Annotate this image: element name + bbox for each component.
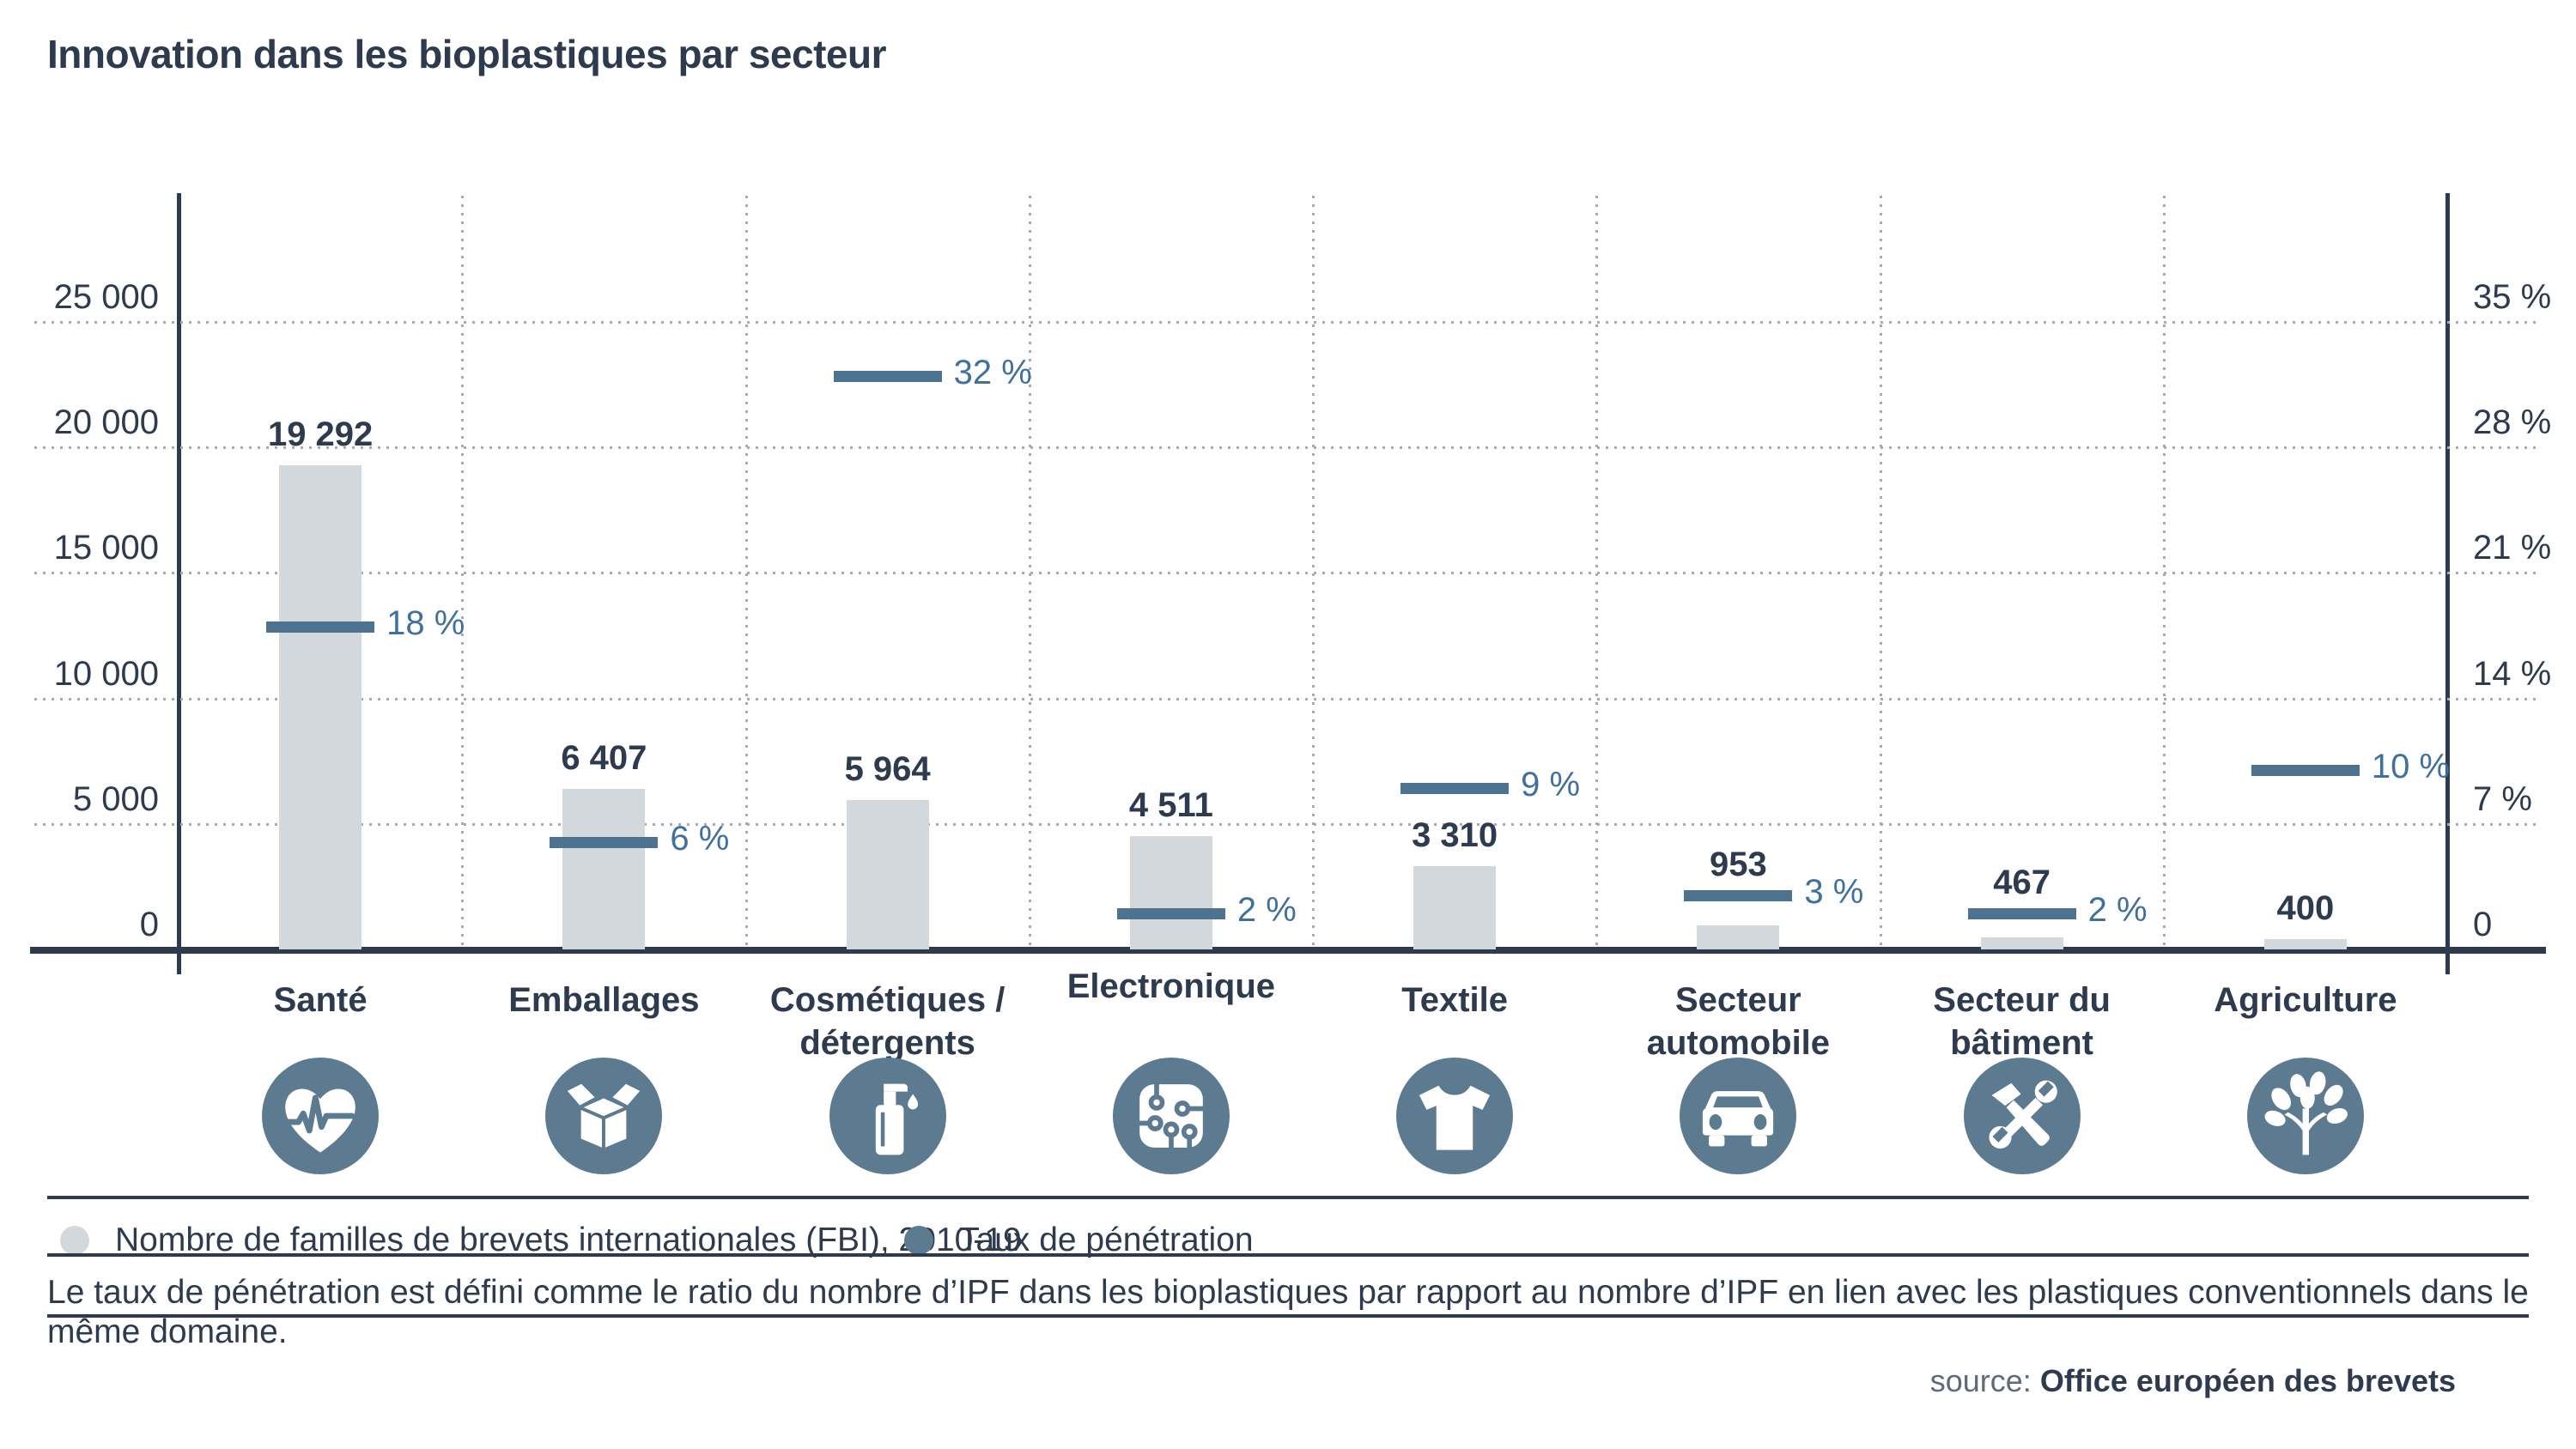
legend-item-fbi: Nombre de familles de brevets internatio… [60,1222,1022,1258]
category-label: Agriculture [2214,981,2397,1019]
car-icon [1680,1058,1797,1174]
bar-value-label: 467 [1993,864,2050,902]
legend-label-fbi: Nombre de familles de brevets internatio… [115,1222,1022,1258]
source-line: source: Office européen des brevets [1930,1363,2456,1399]
bar [562,788,646,949]
gridline-v [1595,196,1598,949]
circuit-board-icon [1112,1058,1230,1174]
left-axis-tick: 10 000 [53,654,159,693]
gridline-h [34,446,2542,450]
bar [846,799,929,949]
penetration-label: 2 % [1236,891,1297,930]
divider-top [47,1196,2529,1199]
legend-label-penetration: Taux de pénétration [959,1222,1254,1258]
bar [1980,937,2063,949]
penetration-label: 32 % [953,353,1032,391]
gridline-h [34,321,2542,324]
tshirt-icon [1396,1058,1514,1174]
left-axis-tick: 5 000 [72,779,159,818]
bar-value-label: 19 292 [267,415,374,453]
heart-pulse-icon [262,1058,380,1174]
hammer-wrench-icon [1963,1058,2081,1174]
gridline-v [1312,196,1315,949]
penetration-marker [550,836,659,848]
right-axis-tick: 35 % [2473,278,2552,316]
bar-value-label: 3 310 [1412,816,1498,855]
left-axis-tick: 0 [139,906,159,943]
bar [279,464,362,949]
left-axis-tick: 25 000 [53,278,159,316]
category-label: Secteur automobile [1646,981,1831,1062]
bar-value-label: 4 511 [1128,786,1213,825]
right-axis-line [2445,193,2450,974]
left-axis-tick: 20 000 [53,403,159,442]
category-label: Santé [273,981,368,1019]
penetration-label: 9 % [1521,766,1581,804]
left-axis-line [177,193,181,974]
gridline-h [34,572,2542,575]
baseline [30,947,2546,954]
bar [1697,925,1780,949]
bar-value-label: 6 407 [561,738,647,777]
penetration-marker [1116,908,1225,920]
bar [2263,939,2347,949]
tree-icon [2246,1058,2364,1174]
bar-value-label: 5 964 [844,749,931,788]
gridline-v [1029,196,1031,949]
penetration-marker [1400,783,1510,795]
bar [1129,836,1212,949]
right-axis-tick: 7 % [2473,779,2532,818]
penetration-label: 2 % [2087,891,2148,930]
category-label: Electronique [1066,967,1275,1005]
page-title: Innovation dans les bioplastiques par se… [47,32,886,76]
penetration-marker [2251,765,2360,777]
source-prefix: source: [1929,1363,2032,1398]
gridline-v [1880,196,1882,949]
pump-bottle-icon [829,1058,946,1174]
category-label: Secteur du bâtiment [1933,981,2111,1062]
divider-middle [47,1253,2529,1257]
penetration-marker [833,370,942,382]
penetration-label: 6 % [670,819,730,858]
legend-item-penetration: Taux de pénétration [904,1222,1254,1258]
gridline-h [34,822,2542,826]
right-axis-tick: 0 [2473,906,2493,943]
penetration-label: 10 % [2371,748,2451,786]
penetration-marker [1967,908,2076,920]
open-box-icon [545,1058,663,1174]
bar [1413,866,1497,949]
source-name: Office européen des brevets [2039,1363,2456,1398]
left-axis-tick: 15 000 [53,529,159,567]
bar-value-label: 953 [1710,846,1767,884]
gridline-v [461,196,464,949]
divider-bottom [47,1314,2529,1318]
bar-value-label: 400 [2276,889,2335,928]
right-axis-tick: 14 % [2473,654,2552,693]
penetration-marker [266,621,375,634]
category-label: Cosmétiques / détergents [769,981,1005,1062]
gridline-v [745,196,748,949]
category-label: Emballages [508,981,700,1019]
right-axis-tick: 28 % [2473,403,2552,442]
right-axis-tick: 21 % [2473,529,2552,567]
fbi-dot-icon [60,1226,89,1255]
penetration-label: 3 % [1804,873,1864,912]
gridline-v [2163,196,2166,949]
penetration-label: 18 % [386,604,465,643]
footnote-text: Le taux de pénétration est défini comme … [47,1274,2529,1350]
gridline-h [34,697,2542,700]
penetration-marker [1684,890,1793,902]
category-label: Textile [1401,981,1508,1019]
penetration-dot-icon [904,1226,933,1255]
